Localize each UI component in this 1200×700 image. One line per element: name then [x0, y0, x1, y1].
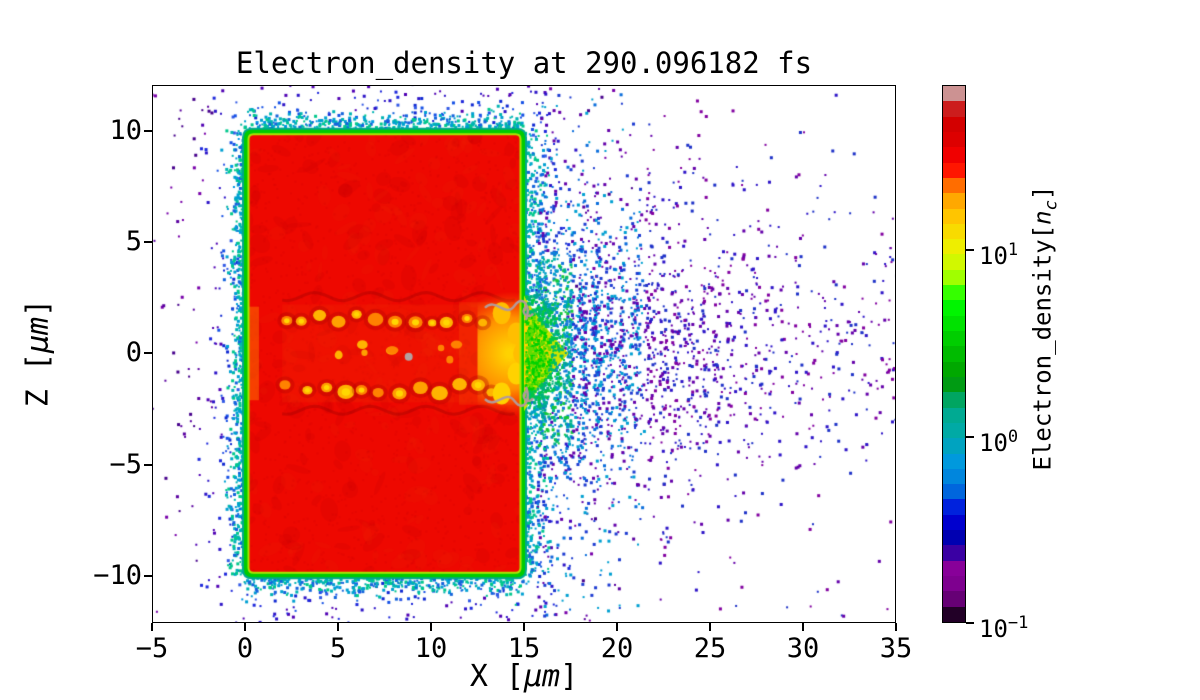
y-tick-label: 5 — [125, 226, 142, 258]
colorbar-band — [943, 300, 965, 316]
x-tick-mark — [244, 623, 246, 631]
colorbar-band — [943, 315, 965, 331]
x-tick-label: 10 — [414, 633, 448, 664]
colorbar-band — [943, 361, 965, 377]
x-tick-mark — [523, 623, 525, 631]
colorbar-band — [943, 331, 965, 347]
x-tick-mark — [337, 623, 339, 631]
colorbar-band — [943, 162, 965, 178]
x-tick-label: 35 — [879, 633, 913, 664]
colorbar-band — [943, 407, 965, 423]
x-tick-mark — [616, 623, 618, 631]
colorbar-band — [943, 254, 965, 270]
colorbar-band — [943, 346, 965, 362]
colorbar-band — [943, 484, 965, 500]
y-tick-mark — [144, 463, 152, 466]
colorbar-band — [943, 499, 965, 515]
y-tick-mark — [144, 575, 152, 578]
colorbar-band — [943, 147, 965, 163]
plot-area — [152, 85, 896, 623]
colorbar-band — [943, 514, 965, 531]
x-tick-label: 15 — [507, 633, 541, 664]
colorbar-band — [943, 376, 965, 393]
colorbar-band — [943, 606, 965, 622]
x-tick-mark — [802, 623, 804, 631]
colorbar-tick-label: 101 — [979, 240, 1019, 270]
colorbar-tick-mark — [966, 622, 974, 624]
x-tick-label: 0 — [236, 633, 254, 664]
y-tick-label: −5 — [109, 448, 142, 480]
colorbar-tick-mark — [966, 249, 974, 251]
colorbar-band — [943, 438, 965, 454]
colorbar-tick-label: 100 — [979, 426, 1019, 457]
colorbar-band — [943, 223, 965, 240]
colorbar-band — [943, 530, 965, 546]
colorbar-band — [943, 208, 965, 224]
colorbar-band — [943, 285, 965, 301]
colorbar-band — [943, 269, 965, 286]
x-axis-label: X [μm] — [469, 659, 579, 694]
y-tick-mark — [144, 352, 152, 355]
x-tick-mark — [430, 623, 432, 631]
x-tick-label: 30 — [786, 633, 820, 664]
colorbar-band — [943, 468, 965, 485]
colorbar-band — [943, 131, 965, 148]
x-tick-mark — [895, 623, 897, 631]
y-axis-label: Z [μm] — [20, 298, 56, 408]
colorbar-band — [943, 545, 965, 561]
x-tick-label: 20 — [600, 633, 634, 664]
colorbar-band — [943, 101, 965, 117]
colorbar-band — [943, 560, 965, 576]
x-tick-label: −5 — [135, 633, 169, 664]
colorbar-label: Electron_density[nc] — [1028, 185, 1062, 471]
colorbar — [942, 85, 966, 623]
x-tick-mark — [709, 623, 711, 631]
heatmap-canvas — [152, 85, 896, 623]
y-tick-mark — [144, 129, 152, 132]
colorbar-tick-label: 10−1 — [979, 613, 1029, 643]
y-tick-label: 0 — [125, 337, 142, 369]
colorbar-band — [943, 392, 965, 408]
colorbar-band — [943, 86, 965, 102]
colorbar-band — [943, 591, 965, 607]
colorbar-tick-mark — [966, 435, 974, 438]
y-tick-label: −10 — [93, 560, 142, 592]
x-tick-mark — [151, 623, 153, 631]
colorbar-band — [943, 453, 965, 469]
y-tick-mark — [144, 241, 152, 244]
y-tick-label: 10 — [109, 114, 142, 146]
colorbar-band — [943, 193, 965, 209]
x-tick-label: 5 — [329, 633, 347, 664]
colorbar-band — [943, 422, 965, 439]
colorbar-band — [943, 576, 965, 592]
colorbar-band — [943, 239, 965, 255]
colorbar-band — [943, 116, 965, 132]
colorbar-band — [943, 177, 965, 194]
plot-title: Electron_density at 290.096182 fs — [235, 46, 813, 80]
x-tick-label: 25 — [693, 633, 727, 664]
